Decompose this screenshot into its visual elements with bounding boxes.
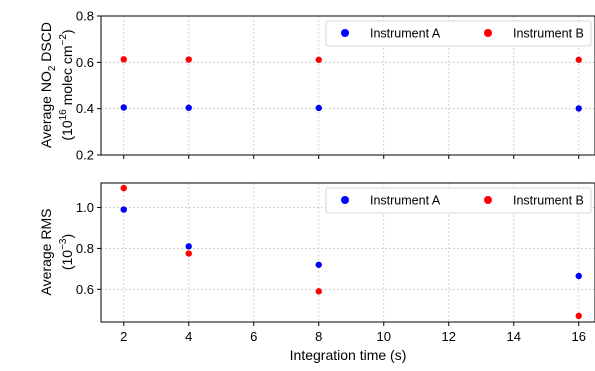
bottom-legend-box xyxy=(325,187,592,214)
top-panel-tick-labels: 0.2 0.4 0.6 0.8 xyxy=(76,9,94,163)
point-instrument-b xyxy=(185,250,192,257)
top-legend-label-a: Instrument A xyxy=(370,27,441,41)
bottom-panel-points xyxy=(120,184,582,320)
bottom-ylabel-line2: (10−3) xyxy=(58,234,75,270)
bottom-panel-frame xyxy=(100,182,595,323)
point-instrument-b xyxy=(185,56,192,63)
x-tick-label: 16 xyxy=(572,329,586,344)
bottom-legend-label-a: Instrument A xyxy=(370,194,441,208)
top-legend-marker-a xyxy=(341,29,349,37)
point-instrument-b xyxy=(575,312,582,320)
top-panel-grid xyxy=(101,15,595,156)
point-instrument-a xyxy=(185,104,192,111)
bottom-ylabel-line1: Average RMS xyxy=(38,209,54,296)
point-instrument-a xyxy=(575,272,582,280)
y-tick-label: 0.4 xyxy=(76,101,94,116)
point-instrument-a xyxy=(120,104,127,111)
bottom-legend-label-b: Instrument B xyxy=(513,194,584,208)
x-tick-label: 4 xyxy=(185,329,192,344)
point-instrument-b xyxy=(315,288,322,295)
point-instrument-a xyxy=(575,105,582,112)
point-instrument-a xyxy=(185,243,192,250)
x-tick-label: 8 xyxy=(315,329,322,344)
top-legend-label-b: Instrument B xyxy=(513,27,584,41)
point-instrument-b xyxy=(120,184,127,192)
y-tick-label: 0.2 xyxy=(76,148,94,163)
bottom-panel-tick-labels: 2 4 6 8 10 12 14 16 0.6 0.8 1.0 xyxy=(76,200,586,344)
point-instrument-b xyxy=(315,56,322,63)
y-tick-label: 1.0 xyxy=(76,200,94,215)
x-tick-label: 14 xyxy=(507,329,521,344)
point-instrument-a xyxy=(315,261,322,268)
top-ylabel-line2: (1016 molec cm−2) xyxy=(58,29,75,140)
top-legend-box xyxy=(325,20,592,47)
top-panel: 0.2 0.4 0.6 0.8 Average NO2 DSCD (1016 mole… xyxy=(38,9,595,163)
top-panel-frame xyxy=(100,15,595,156)
top-panel-points xyxy=(120,56,582,112)
point-instrument-b xyxy=(120,56,127,63)
point-instrument-a xyxy=(120,206,127,213)
y-tick-label: 0.6 xyxy=(76,282,94,297)
bottom-panel-ticks xyxy=(97,207,580,326)
point-instrument-b xyxy=(575,56,582,63)
y-tick-label: 0.8 xyxy=(76,241,94,256)
x-tick-label: 6 xyxy=(250,329,257,344)
top-legend-marker-b xyxy=(484,29,492,37)
bottom-legend: Instrument A Instrument B xyxy=(325,187,592,214)
y-tick-label: 0.6 xyxy=(76,55,94,70)
x-axis-label: Integration time (s) xyxy=(290,347,407,363)
top-panel-ticks xyxy=(97,15,580,159)
top-ylabel-line1: Average NO2 DSCD xyxy=(38,22,58,148)
x-tick-label: 12 xyxy=(442,329,456,344)
x-tick-label: 10 xyxy=(377,329,391,344)
bottom-panel: 2 4 6 8 10 12 14 16 0.6 0.8 1.0 Average RMS (10−3)… xyxy=(38,182,595,363)
bottom-legend-marker-b xyxy=(484,196,492,204)
top-legend: Instrument A Instrument B xyxy=(325,20,592,47)
x-tick-label: 2 xyxy=(120,329,127,344)
y-tick-label: 0.8 xyxy=(76,9,94,24)
point-instrument-a xyxy=(315,104,322,112)
bottom-legend-marker-a xyxy=(341,196,349,204)
